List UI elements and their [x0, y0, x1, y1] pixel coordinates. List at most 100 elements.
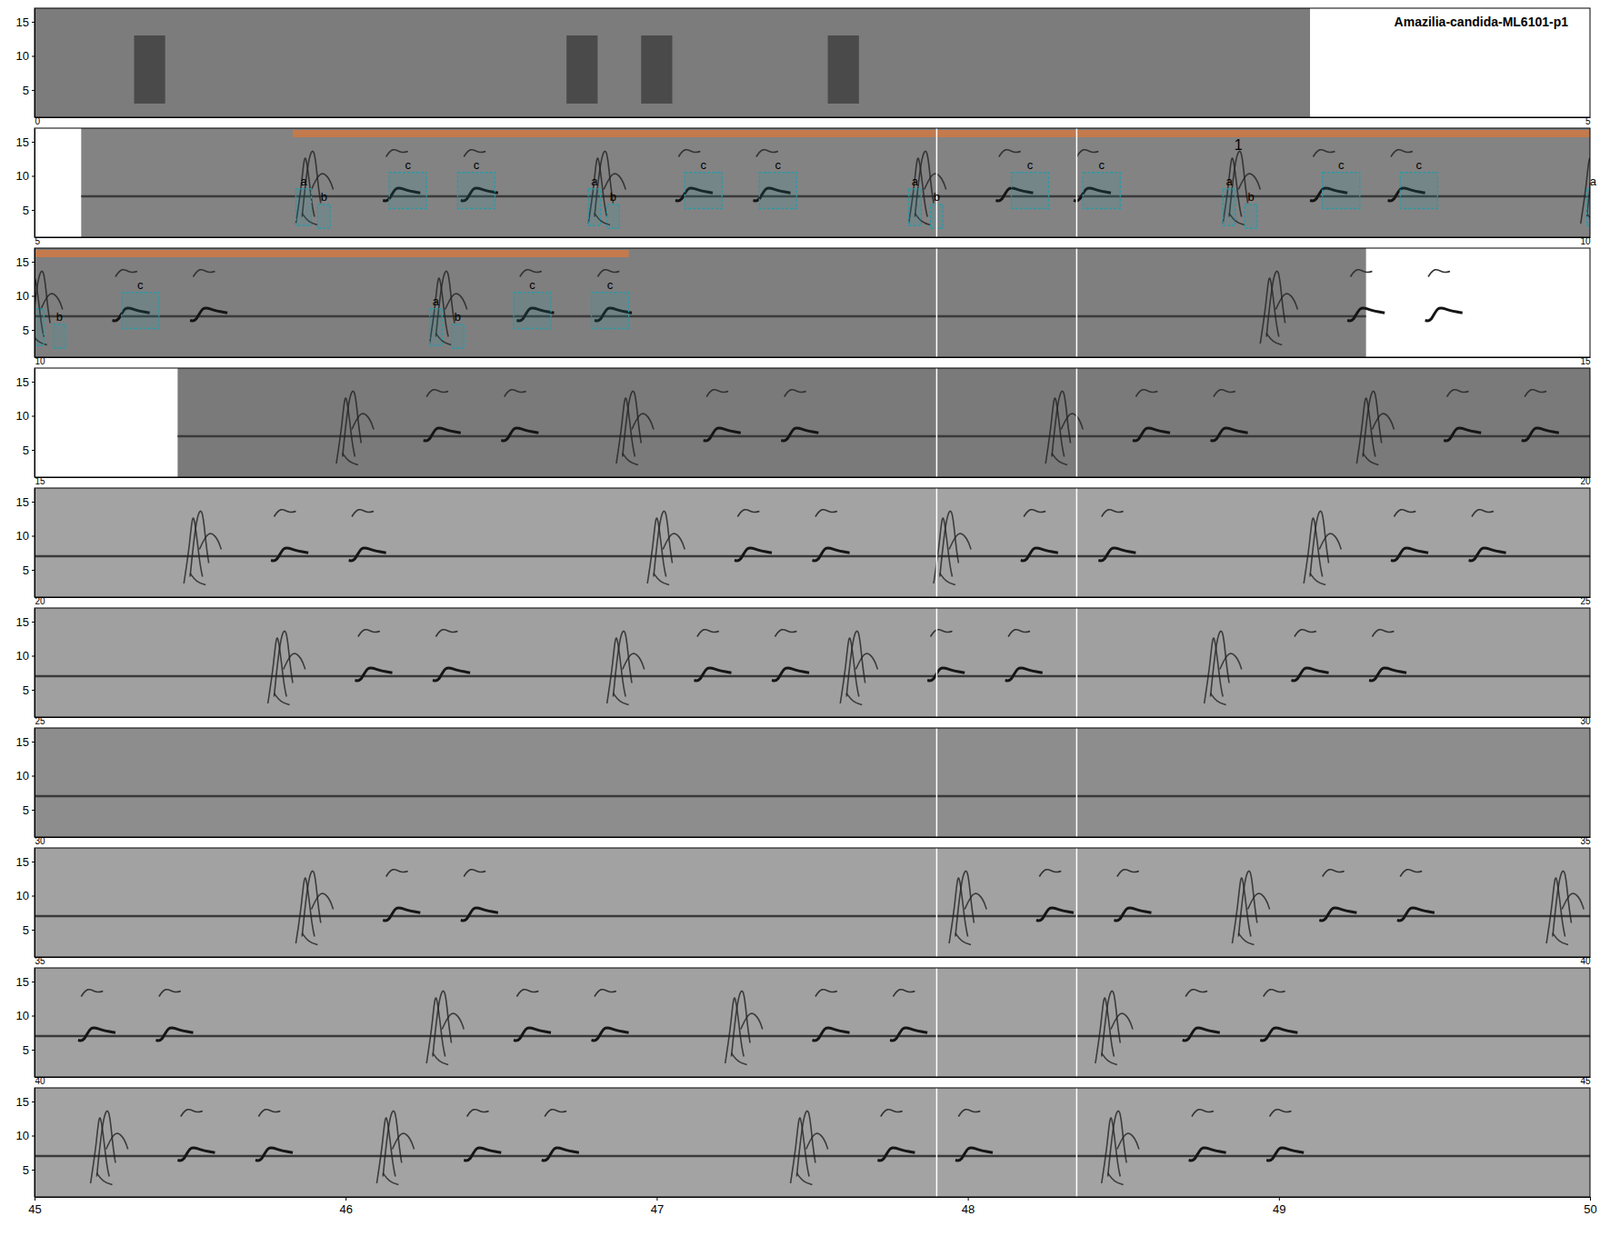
sweep: [1552, 933, 1569, 946]
frame: [34, 728, 1590, 838]
background: [34, 1088, 1590, 1198]
sweep: [432, 1053, 449, 1066]
x-axis: 1520: [35, 476, 1591, 487]
phrase: [336, 390, 539, 466]
y-tick-mark: [31, 1170, 35, 1171]
sweep: [301, 870, 321, 937]
sweep: [940, 510, 960, 577]
y-axis: 51015: [16, 249, 36, 359]
frame: [34, 488, 1590, 598]
cursor-line: [936, 248, 939, 358]
x-tick: 5: [1585, 116, 1591, 127]
x-tick-label: 47: [650, 1202, 664, 1217]
noise-band: [34, 795, 1590, 799]
y-tick-mark: [31, 896, 35, 898]
x-tick: 30: [1580, 716, 1591, 727]
cursor-line: [1076, 248, 1079, 358]
row: 5101505Amazilia-candida-ML6101-p1: [16, 8, 1591, 127]
x-tick: 49: [1272, 1197, 1286, 1217]
sweep: [855, 653, 878, 670]
hook-note: [432, 668, 470, 681]
y-tick-mark: [31, 141, 35, 143]
hook-note: [354, 668, 392, 681]
frame: [34, 1088, 1590, 1198]
annotation-box: [317, 204, 330, 229]
signal-area: [177, 368, 1590, 478]
y-tick-label: 10: [16, 649, 30, 663]
sweep: [796, 1110, 816, 1177]
hook-note: [1005, 668, 1043, 681]
annotation-box: [588, 189, 601, 227]
y-tick-mark: [31, 176, 35, 178]
phrase: [1095, 990, 1298, 1066]
y-axis-line: [34, 1089, 36, 1199]
sweep: [311, 173, 334, 190]
x-tick-label: 0: [35, 116, 41, 127]
y-tick: 10: [16, 1009, 35, 1023]
upper-note: [273, 510, 296, 518]
cursor-line: [1076, 1088, 1079, 1198]
x-tick: 45: [28, 1197, 41, 1217]
x-axis: 1015: [35, 356, 1591, 367]
plot-area: [34, 1088, 1590, 1198]
x-axis: 4045: [35, 1076, 1591, 1087]
upper-note: [678, 150, 700, 158]
y-tick-label: 15: [16, 495, 30, 510]
y-tick: 5: [22, 563, 35, 578]
y-tick: 15: [16, 135, 35, 150]
annotation-label: a: [1225, 174, 1233, 189]
sweep: [653, 510, 673, 577]
hook-note: [1443, 428, 1481, 441]
upper-note: [159, 990, 181, 998]
upper-note: [258, 1110, 280, 1118]
annotation-box: [1011, 172, 1050, 210]
upper-note: [1008, 630, 1030, 638]
annotation-box: [53, 324, 67, 349]
sweep: [1238, 173, 1260, 190]
call: [566, 35, 598, 104]
sweep: [1238, 933, 1254, 946]
cursor-line: [1076, 848, 1079, 958]
y-tick-label: 10: [16, 409, 30, 423]
frame: [34, 968, 1590, 1078]
hook-note: [255, 1148, 293, 1161]
upper-note: [958, 1110, 980, 1118]
x-tick: 15: [1580, 356, 1591, 367]
signal-area: [34, 608, 1590, 718]
phrase: [1045, 390, 1248, 466]
y-tick-label: 15: [16, 735, 30, 750]
annotation-label: c: [700, 158, 707, 172]
x-axis: 3035: [35, 836, 1591, 847]
phrase: [840, 630, 1042, 706]
sweep: [1362, 453, 1379, 466]
x-tick-label: 20: [1580, 476, 1591, 487]
cursor-line: [936, 488, 939, 598]
signal-area: [34, 968, 1590, 1078]
y-tick-label: 10: [16, 169, 30, 183]
annotation-label: b: [1247, 190, 1254, 204]
hook-note: [1210, 428, 1249, 441]
y-axis-line: [34, 369, 36, 479]
y-tick: 5: [22, 323, 35, 338]
phrase: [183, 510, 386, 586]
y-tick-mark: [31, 1101, 35, 1103]
plot-area: [34, 728, 1590, 838]
phrase: [1303, 510, 1506, 586]
sweep: [382, 1110, 402, 1177]
plot-area: [34, 368, 1590, 478]
upper-note: [426, 390, 449, 398]
sweep: [1248, 893, 1270, 910]
x-tick: 45: [1580, 1076, 1591, 1087]
y-tick-mark: [31, 381, 35, 383]
x-tick-label: 45: [1580, 1076, 1591, 1087]
annotation-label: c: [1416, 158, 1423, 172]
noise-band: [34, 315, 1367, 319]
phrase: [725, 990, 928, 1066]
sweep: [1266, 270, 1286, 337]
noise-band: [34, 555, 1590, 559]
sweep: [731, 990, 751, 1057]
y-axis-line: [34, 969, 36, 1079]
annotation-box: [607, 204, 620, 229]
sweep: [1220, 653, 1242, 670]
upper-note: [1428, 270, 1450, 278]
